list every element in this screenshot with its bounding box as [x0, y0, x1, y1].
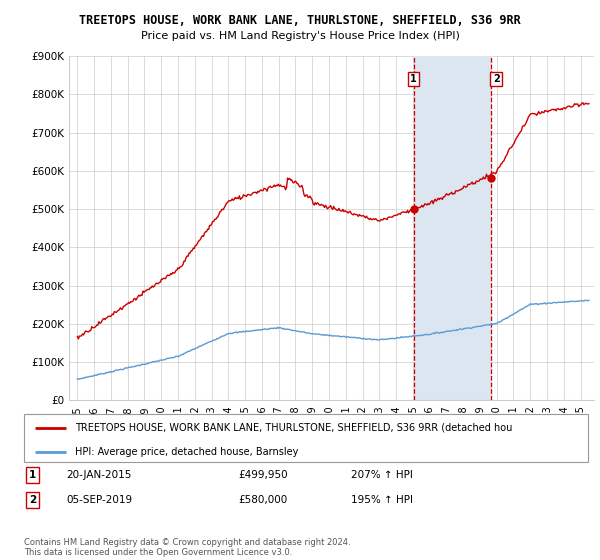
Text: 20-JAN-2015: 20-JAN-2015 [66, 470, 131, 480]
Text: £580,000: £580,000 [238, 494, 287, 505]
Bar [413, 56, 491, 400]
Text: 05-SEP-2019: 05-SEP-2019 [66, 494, 133, 505]
Text: 2: 2 [493, 74, 500, 84]
Text: 207% ↑ HPI: 207% ↑ HPI [351, 470, 413, 480]
Text: 1: 1 [410, 74, 417, 84]
Text: Contains HM Land Registry data © Crown copyright and database right 2024.
This d: Contains HM Land Registry data © Crown c… [24, 538, 350, 557]
Text: HPI: Average price, detached house, Barnsley: HPI: Average price, detached house, Barn… [75, 446, 298, 456]
Text: TREETOPS HOUSE, WORK BANK LANE, THURLSTONE, SHEFFIELD, S36 9RR (detached hou: TREETOPS HOUSE, WORK BANK LANE, THURLSTO… [75, 423, 512, 433]
Text: TREETOPS HOUSE, WORK BANK LANE, THURLSTONE, SHEFFIELD, S36 9RR: TREETOPS HOUSE, WORK BANK LANE, THURLSTO… [79, 14, 521, 27]
Text: 1: 1 [29, 470, 36, 480]
FancyBboxPatch shape [24, 414, 588, 462]
Text: £499,950: £499,950 [238, 470, 288, 480]
Text: Price paid vs. HM Land Registry's House Price Index (HPI): Price paid vs. HM Land Registry's House … [140, 31, 460, 41]
Text: 2: 2 [29, 494, 36, 505]
Text: 195% ↑ HPI: 195% ↑ HPI [351, 494, 413, 505]
